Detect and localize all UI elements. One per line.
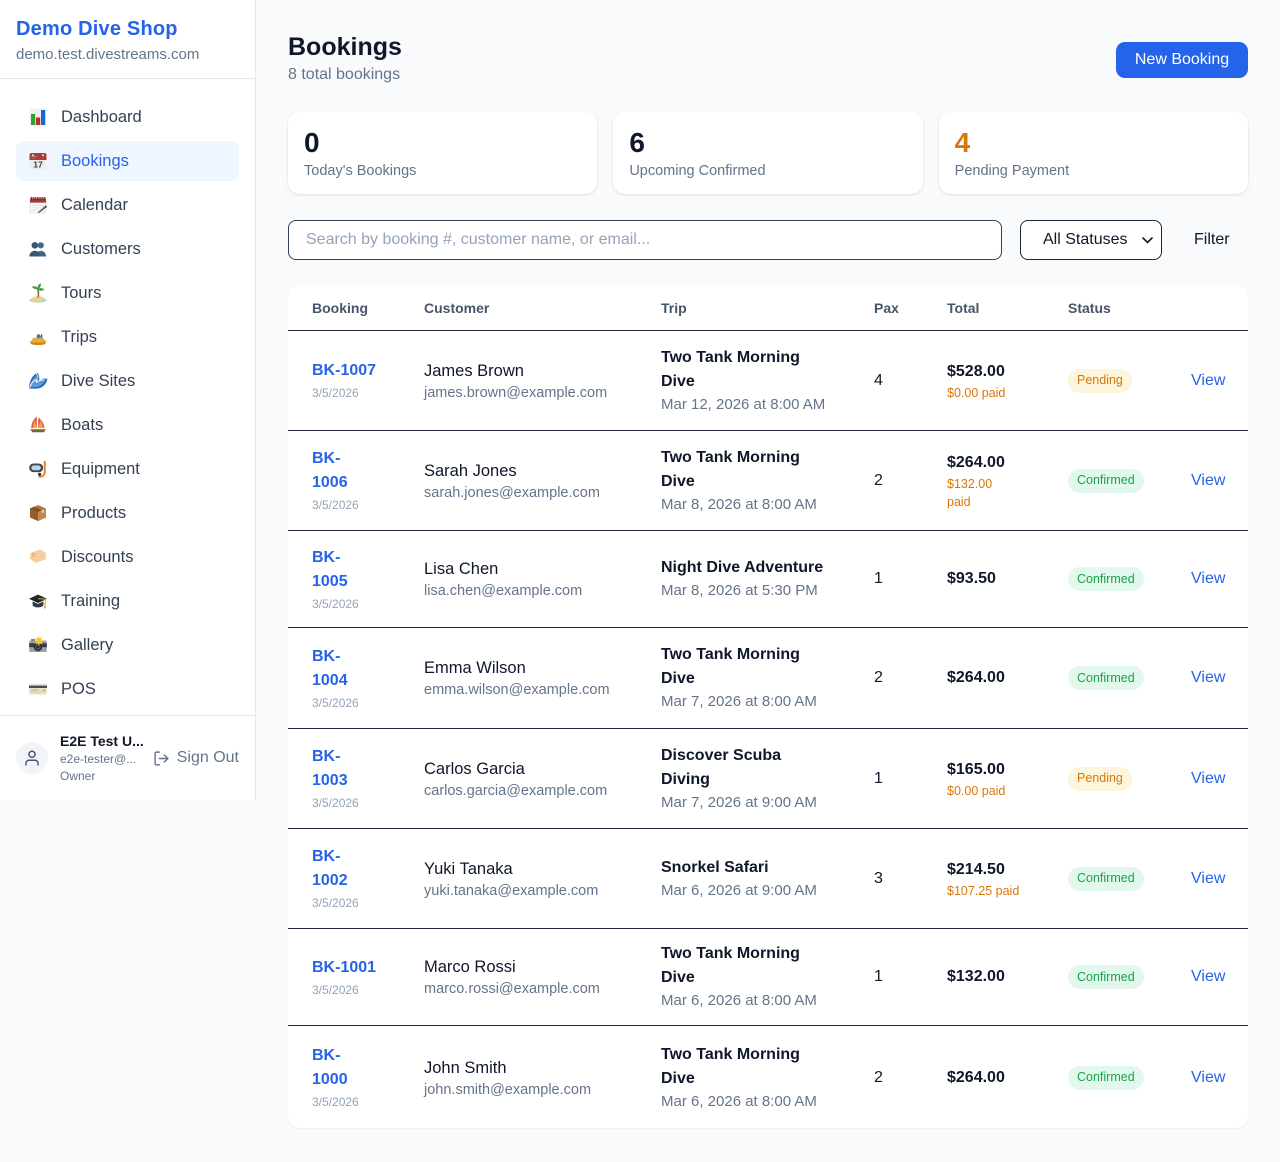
- svg-text:17: 17: [33, 159, 43, 169]
